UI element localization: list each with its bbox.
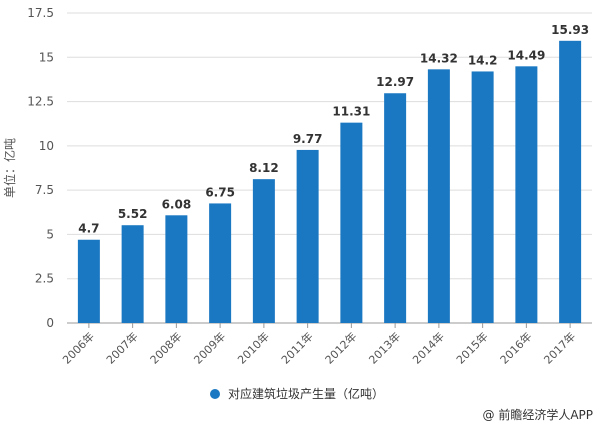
data-label: 15.93 [551, 23, 589, 37]
x-tick-label: 2012年 [322, 329, 359, 366]
y-axis-label: 单位：亿吨 [2, 138, 17, 198]
x-tick-label: 2016年 [497, 329, 534, 366]
y-tick-label: 2.5 [35, 272, 54, 286]
data-label: 9.77 [293, 132, 323, 146]
bar [77, 239, 100, 323]
bar [384, 93, 407, 323]
x-tick-label: 2011年 [278, 329, 315, 366]
bar [471, 71, 494, 323]
x-tick-label: 2017年 [541, 329, 578, 366]
x-tick-label: 2013年 [366, 329, 403, 366]
bar [427, 69, 450, 324]
bar [515, 66, 538, 323]
data-label: 12.97 [376, 75, 414, 89]
x-tick-label: 2010年 [235, 329, 272, 366]
x-tick-label: 2006年 [60, 329, 97, 366]
y-tick-label: 7.5 [35, 183, 54, 197]
data-label: 6.75 [205, 185, 235, 199]
data-label: 8.12 [249, 161, 279, 175]
y-tick-label: 10 [39, 139, 54, 153]
y-tick-label: 0 [46, 316, 54, 330]
data-label: 6.08 [162, 197, 192, 211]
bar [252, 179, 275, 323]
y-tick-label: 5 [46, 227, 54, 241]
source-credit: @ 前瞻经济学人APP [482, 408, 594, 422]
data-label: 5.52 [118, 207, 148, 221]
x-tick-label: 2014年 [410, 329, 447, 366]
data-label: 4.7 [78, 222, 99, 236]
x-tick-label: 2015年 [453, 329, 490, 366]
data-label: 14.49 [507, 48, 545, 62]
x-tick-label: 2008年 [147, 329, 184, 366]
bar [121, 225, 144, 323]
data-label: 14.32 [420, 51, 458, 65]
x-tick-label: 2009年 [191, 329, 228, 366]
y-tick-label: 12.5 [27, 95, 54, 109]
bar [209, 203, 232, 323]
legend-marker [210, 388, 220, 399]
legend: 对应建筑垃圾产生量（亿吨） [210, 385, 384, 402]
x-tick-label: 2007年 [103, 329, 140, 366]
legend-label: 对应建筑垃圾产生量（亿吨） [228, 387, 385, 401]
bar [559, 40, 582, 323]
y-tick-label: 15 [39, 50, 54, 64]
data-label: 14.2 [468, 53, 498, 67]
y-tick-label: 17.5 [27, 6, 54, 20]
data-label: 11.31 [332, 105, 370, 119]
bar [165, 215, 188, 323]
bar [296, 149, 319, 323]
bar [340, 122, 363, 323]
